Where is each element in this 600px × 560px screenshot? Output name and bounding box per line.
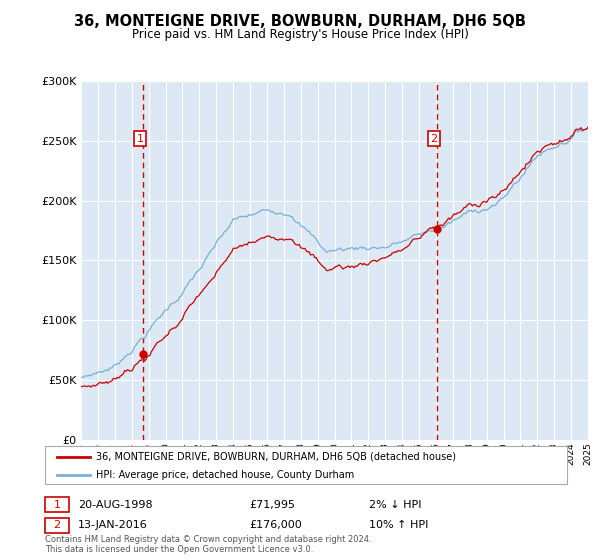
Text: 10% ↑ HPI: 10% ↑ HPI [369,520,428,530]
Text: HPI: Average price, detached house, County Durham: HPI: Average price, detached house, Coun… [96,470,354,480]
Text: Contains HM Land Registry data © Crown copyright and database right 2024.
This d: Contains HM Land Registry data © Crown c… [45,535,371,554]
Text: 2% ↓ HPI: 2% ↓ HPI [369,500,421,510]
Text: Price paid vs. HM Land Registry's House Price Index (HPI): Price paid vs. HM Land Registry's House … [131,28,469,41]
Text: 13-JAN-2016: 13-JAN-2016 [78,520,148,530]
Text: 20-AUG-1998: 20-AUG-1998 [78,500,152,510]
Text: 36, MONTEIGNE DRIVE, BOWBURN, DURHAM, DH6 5QB: 36, MONTEIGNE DRIVE, BOWBURN, DURHAM, DH… [74,14,526,29]
Text: £71,995: £71,995 [249,500,295,510]
Text: 1: 1 [53,500,61,510]
Text: 2: 2 [430,133,437,143]
Text: £176,000: £176,000 [249,520,302,530]
Text: 36, MONTEIGNE DRIVE, BOWBURN, DURHAM, DH6 5QB (detached house): 36, MONTEIGNE DRIVE, BOWBURN, DURHAM, DH… [96,452,456,462]
Text: 2: 2 [53,520,61,530]
Text: 1: 1 [136,133,143,143]
